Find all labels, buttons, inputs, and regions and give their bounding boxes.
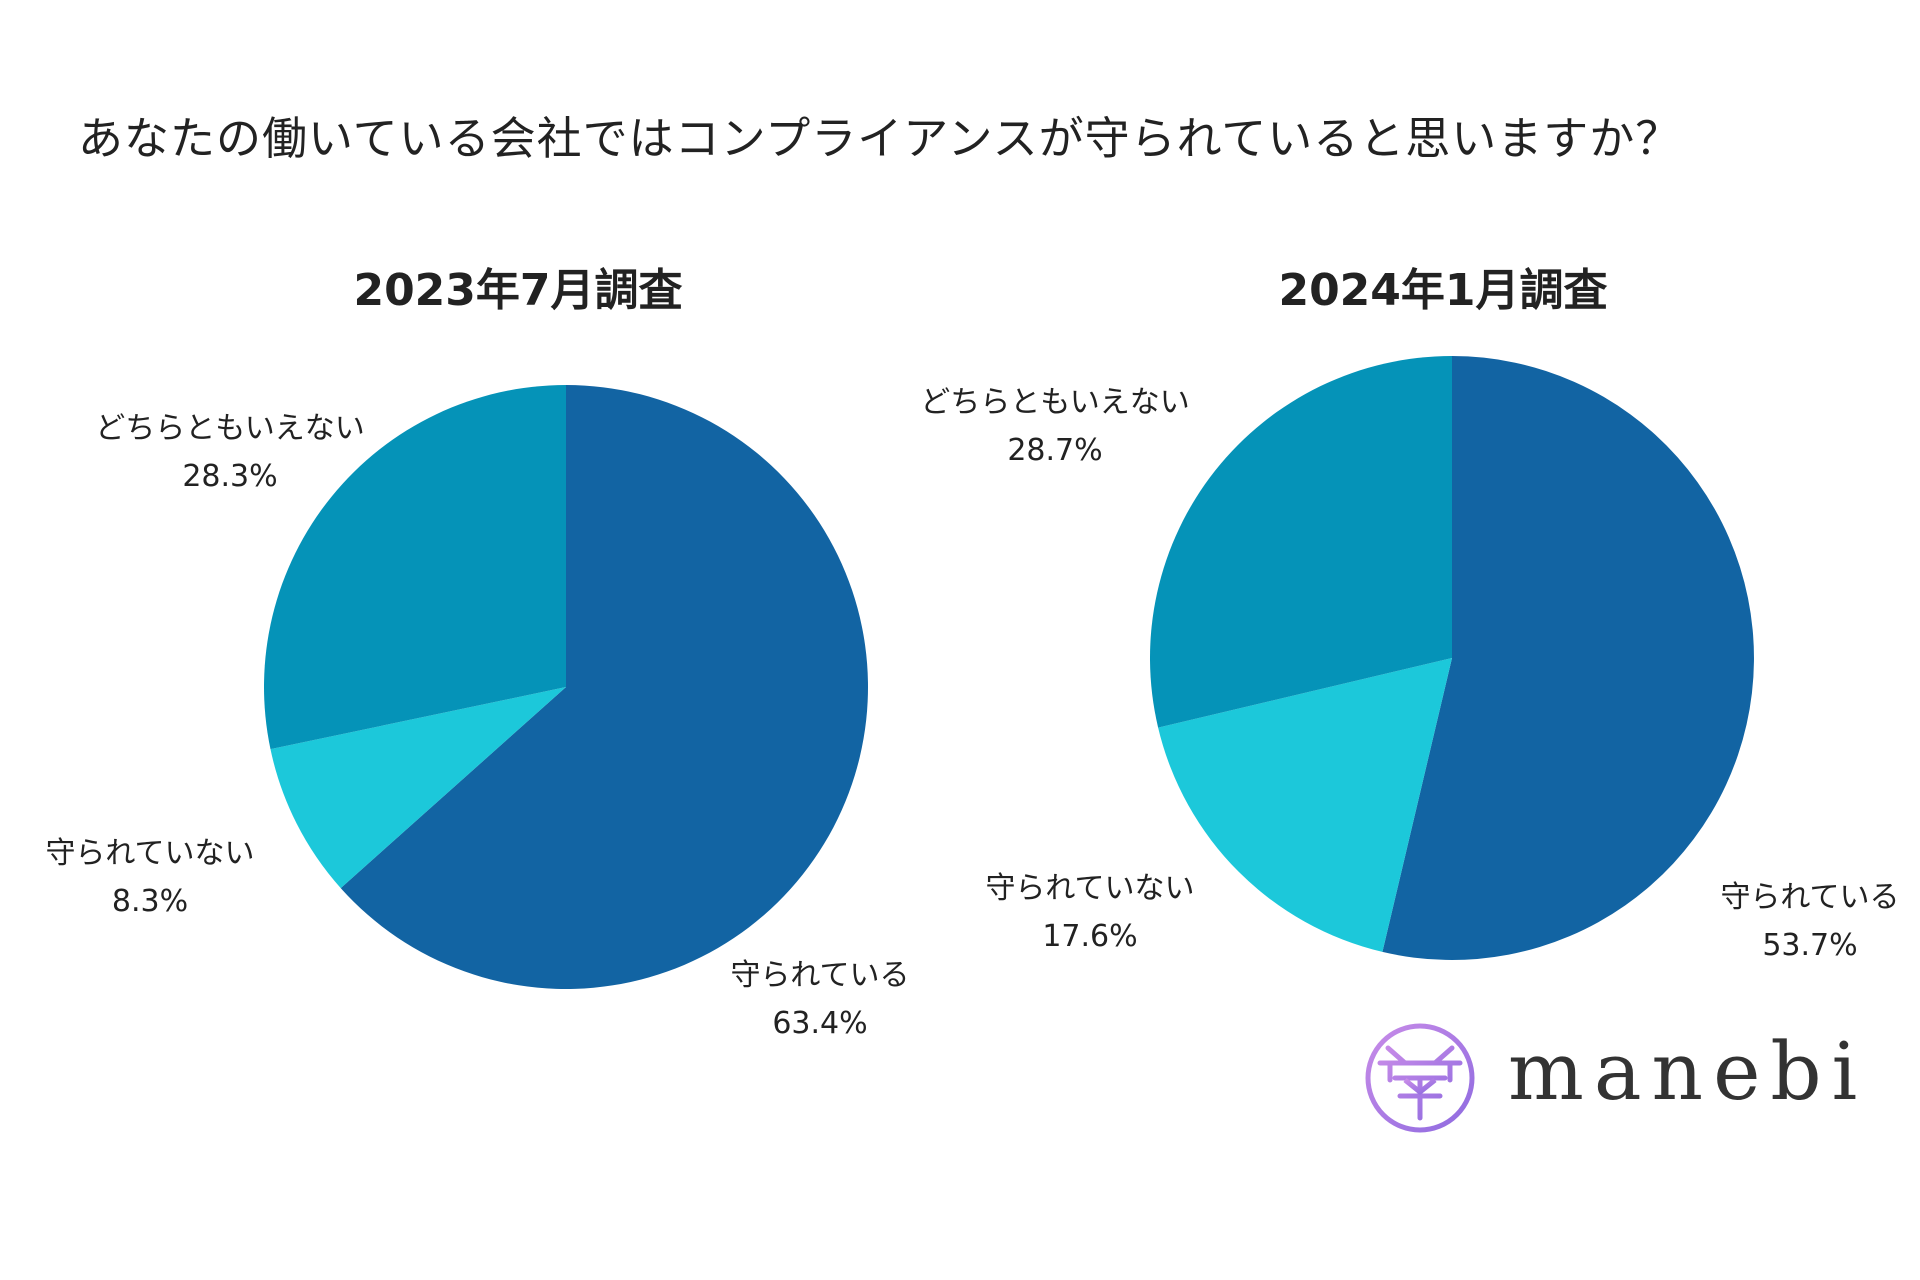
slice-value-not-protected: 8.3% bbox=[112, 884, 188, 919]
logo-wordmark: manebi bbox=[1508, 1025, 1868, 1118]
pie-slice-neutral bbox=[1149, 356, 1452, 728]
slice-value-not-protected: 17.6% bbox=[1042, 919, 1137, 954]
slice-label-protected: 守られている bbox=[730, 958, 909, 993]
slice-label-not-protected: 守られていない bbox=[985, 871, 1194, 906]
pie-slice-protected bbox=[1382, 356, 1754, 960]
slice-value-protected: 63.4% bbox=[772, 1006, 867, 1041]
slice-label-protected: 守られている bbox=[1720, 880, 1899, 915]
slice-value-neutral: 28.3% bbox=[182, 459, 277, 494]
slice-label-neutral: どちらともいえない bbox=[920, 385, 1189, 420]
slice-value-neutral: 28.7% bbox=[1007, 433, 1102, 468]
slice-value-protected: 53.7% bbox=[1762, 928, 1857, 963]
pie-slice-neutral bbox=[264, 385, 566, 750]
manebi-mark-icon bbox=[1365, 1023, 1475, 1133]
chart-title: 2024年1月調査 bbox=[1278, 265, 1607, 316]
pie-slice-not-protected bbox=[270, 687, 566, 889]
pie-slice-not-protected bbox=[1158, 658, 1452, 952]
chart-title: 2023年7月調査 bbox=[353, 265, 682, 316]
pie-slice-protected bbox=[340, 385, 869, 990]
slice-label-neutral: どちらともいえない bbox=[95, 411, 364, 446]
slice-label-not-protected: 守られていない bbox=[45, 836, 254, 871]
manebi-logo: manebi bbox=[1360, 1018, 1857, 1138]
page-title: あなたの働いている会社ではコンプライアンスが守られていると思いますか？ bbox=[78, 112, 1682, 165]
